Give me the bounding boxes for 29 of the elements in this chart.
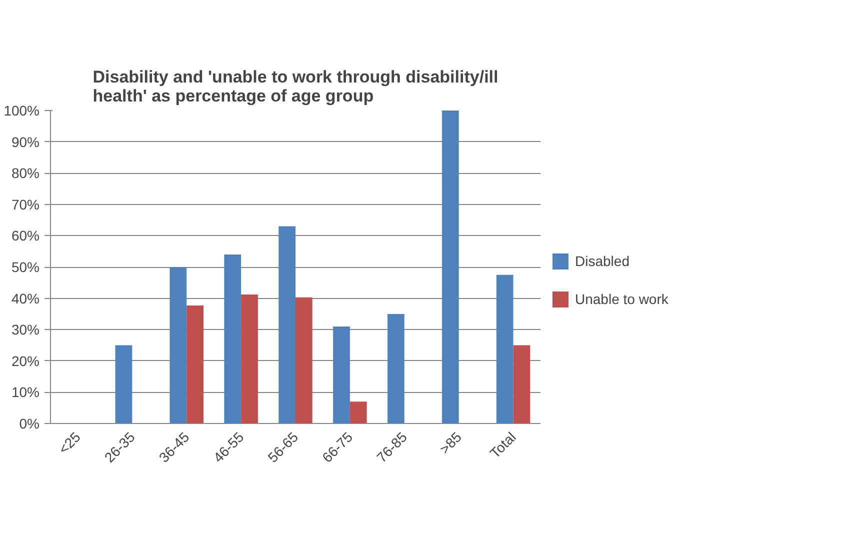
bar [115,345,132,424]
bar [513,345,530,424]
y-tick-label: 10% [11,384,40,400]
chart-title: Disability and 'unable to work through disability/ill health' as percentage of age group [92,68,498,106]
bar [241,294,258,424]
y-tick-label: 90% [11,134,40,150]
x-tick-label: <25 [55,428,84,457]
bar [442,110,459,424]
bar [170,267,187,424]
y-tick-label: 30% [11,322,40,338]
bar [224,254,242,424]
y-tick-label: 60% [11,228,40,244]
y-tick-label: 50% [11,259,40,275]
bar [350,402,367,424]
bar [388,314,404,424]
y-tick-label: 70% [11,196,40,212]
bar [333,326,350,424]
bar [278,226,296,424]
bar [186,306,204,424]
y-tick-label: 80% [11,165,40,182]
bar [296,297,312,424]
legend-label: Unable to work [575,290,668,306]
y-tick-label: 100% [4,102,40,118]
legend-label: Disabled [575,252,630,268]
y-tick-label: 40% [11,290,40,306]
y-tick-label: 20% [11,352,40,369]
x-tick-label: >85 [436,428,465,457]
bar [496,274,514,424]
y-tick-label: 0% [19,416,40,432]
